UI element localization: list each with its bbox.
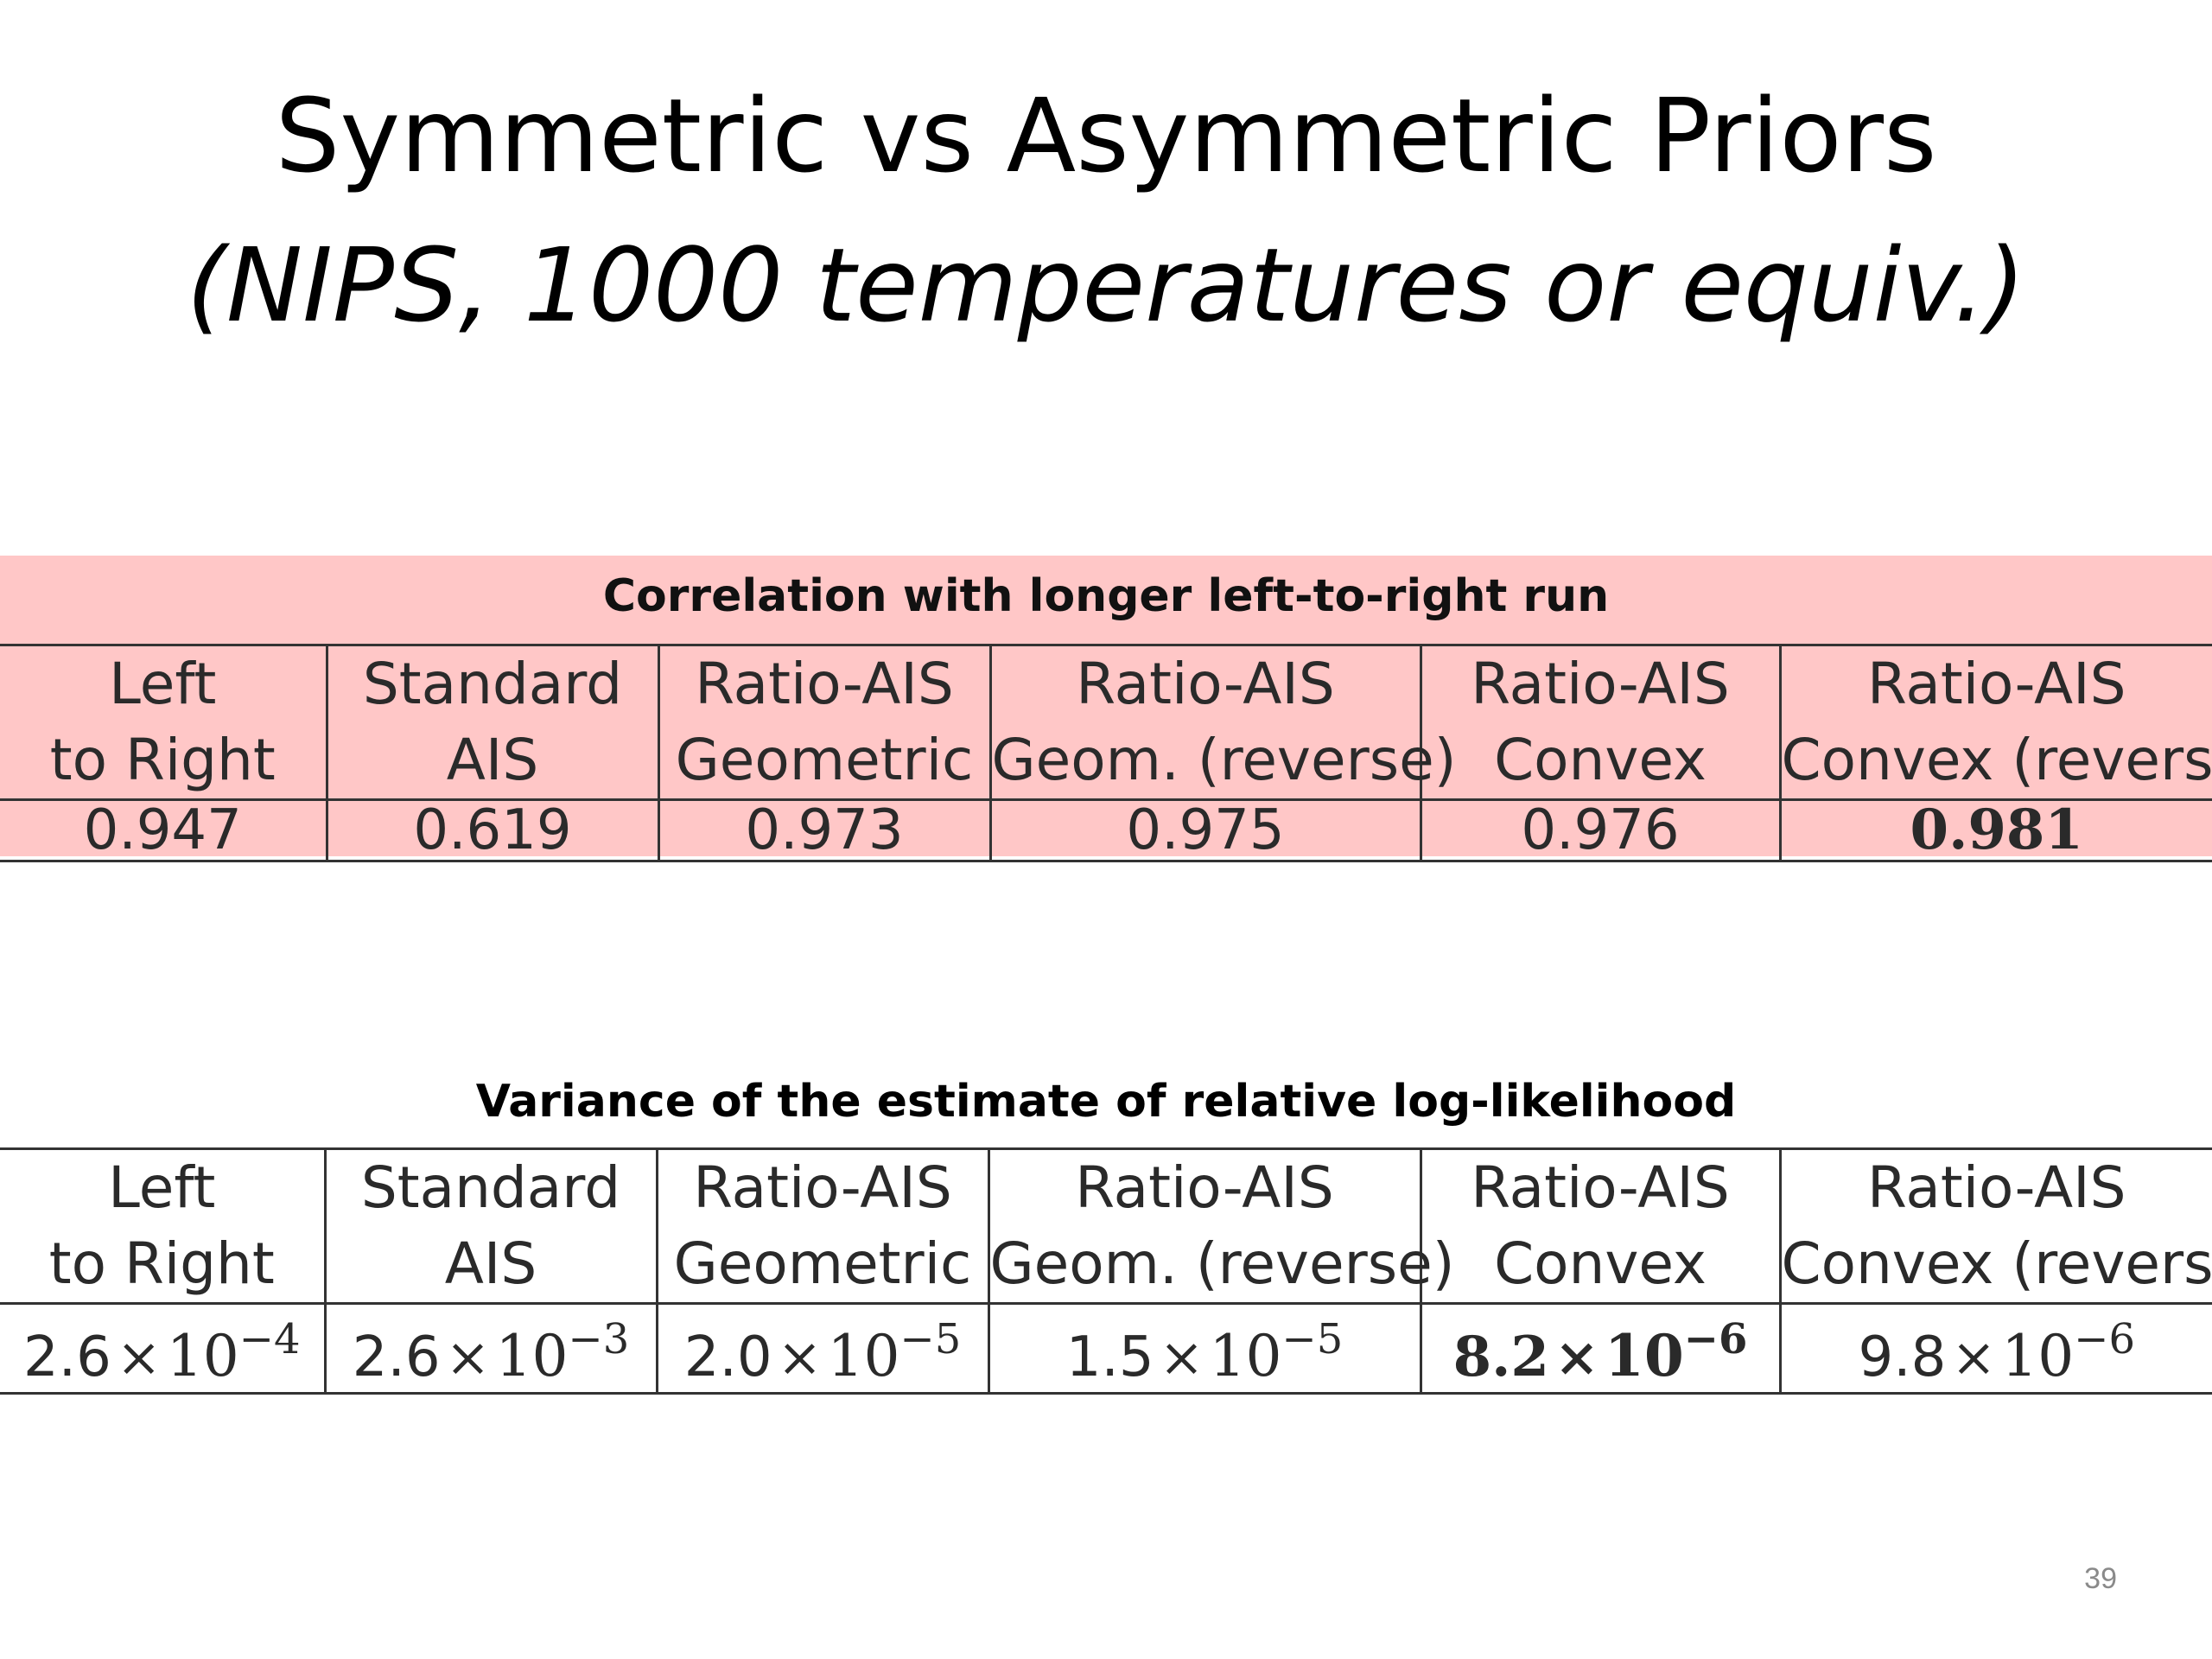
slide-number: 39 [2084,1562,2117,1595]
table-cell: 2.6×10−4 [0,1303,327,1395]
header-ratio-ais-geom-reverse: Ratio-AIS Geom. (reverse) [990,644,1456,801]
header-ratio-ais-convex: Ratio-AIS Convex [1421,644,1782,801]
header-standard-ais: Standard AIS [327,644,660,801]
table-cell: 0.976 [1419,799,1782,862]
table-cell: 2.6×10−3 [323,1303,658,1395]
table-cell: 0.947 [0,799,328,862]
slide-subtitle: (NIPS, 1000 temperatures or equiv.) [186,226,2026,345]
header-ratio-ais-convex: Ratio-AIS Convex [1421,1147,1782,1305]
table-cell: 0.975 [988,799,1422,862]
header-standard-ais: Standard AIS [325,1147,658,1305]
correlation-table: Left to Right Standard AIS Ratio-AIS Geomet… [0,644,2212,862]
table-cell: 2.0×10−5 [655,1303,990,1395]
table-cell: 0.619 [325,799,660,862]
header-left-to-right: Left to Right [0,644,328,801]
table-cell-best: 0.981 [1778,799,2212,862]
variance-table: Left to Right Standard AIS Ratio-AIS Geomet… [0,1147,2212,1395]
header-left-to-right: Left to Right [0,1147,327,1305]
header-ratio-ais-geometric: Ratio-AIS Geometric [657,1147,990,1305]
table-cell: 1.5×10−5 [987,1303,1422,1395]
table-cell-best: 8.2×10−6 [1419,1303,1782,1395]
slide-title: Symmetric vs Asymmetric Priors [275,76,1937,195]
header-ratio-ais-geom-reverse: Ratio-AIS Geom. (reverse) [988,1147,1454,1305]
table-cell: 0.973 [657,799,992,862]
correlation-table-caption: Correlation with longer left-to-right ru… [602,570,1610,622]
variance-table-caption: Variance of the estimate of relative log… [475,1076,1737,1128]
header-ratio-ais-geometric: Ratio-AIS Geometric [658,644,992,801]
table-cell: 9.8×10−6 [1778,1303,2212,1395]
